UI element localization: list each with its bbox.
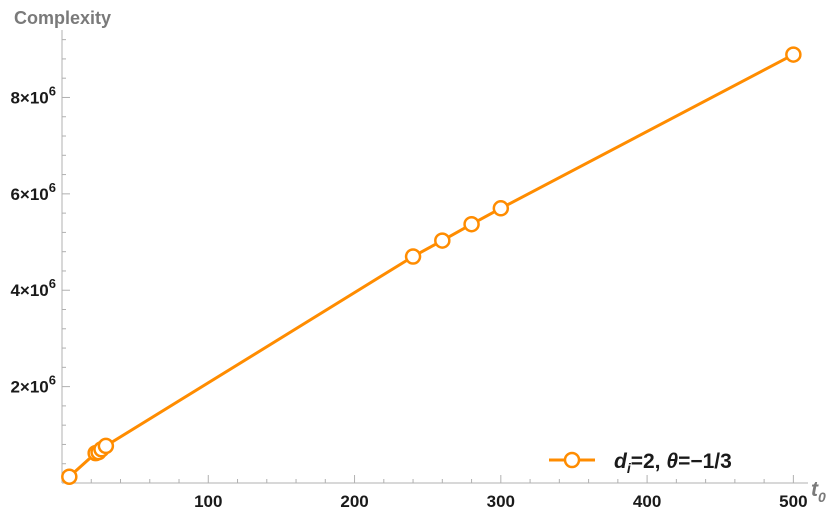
y-tick-base: ×10: [20, 185, 49, 204]
x-tick-label: 300: [487, 492, 515, 511]
x-tick-label: 100: [194, 492, 222, 511]
data-point: [434, 232, 451, 249]
x-axis-title: t0: [811, 478, 826, 505]
y-tick-label: 4×106: [10, 276, 56, 300]
data-point: [492, 200, 510, 217]
x-axis-title-sub: 0: [818, 489, 826, 505]
x-tick-label: 500: [779, 492, 807, 511]
data-point: [97, 437, 115, 455]
legend-marker: [563, 451, 581, 469]
x-axis-title-base: t: [811, 478, 819, 501]
y-tick-base: ×10: [20, 281, 49, 300]
y-tick-exponent: 6: [49, 373, 56, 388]
series-plot: [61, 46, 802, 485]
x-tick-label: 200: [340, 492, 368, 511]
x-tick-label: 400: [633, 492, 661, 511]
data-point: [61, 468, 78, 485]
legend-rest1: =2,: [631, 450, 667, 473]
data-point: [785, 46, 802, 63]
legend-theta: θ: [666, 450, 678, 473]
data-point: [404, 248, 422, 265]
y-tick-mantissa: 2: [10, 378, 19, 397]
y-tick-label: 2×106: [10, 373, 56, 397]
y-tick-mantissa: 8: [10, 88, 19, 107]
series-line: [68, 53, 795, 478]
y-tick-base: ×10: [20, 88, 49, 107]
legend-label: di=2, θ=−1/3: [614, 450, 732, 476]
legend-sub: i: [627, 460, 632, 476]
y-tick-base: ×10: [20, 378, 49, 397]
y-tick-mantissa: 4: [10, 281, 20, 300]
y-tick-label: 8×106: [10, 83, 56, 107]
y-tick-exponent: 6: [49, 83, 56, 98]
y-tick-mantissa: 6: [10, 185, 19, 204]
data-point: [463, 215, 480, 233]
y-tick-exponent: 6: [49, 180, 56, 195]
y-axis-title: Complexity: [14, 8, 111, 28]
legend: di=2, θ=−1/3: [549, 450, 732, 476]
legend-d: d: [614, 450, 628, 473]
y-tick-exponent: 6: [49, 276, 56, 291]
legend-rest2: =−1/3: [678, 450, 732, 473]
y-tick-label: 6×106: [10, 180, 56, 204]
